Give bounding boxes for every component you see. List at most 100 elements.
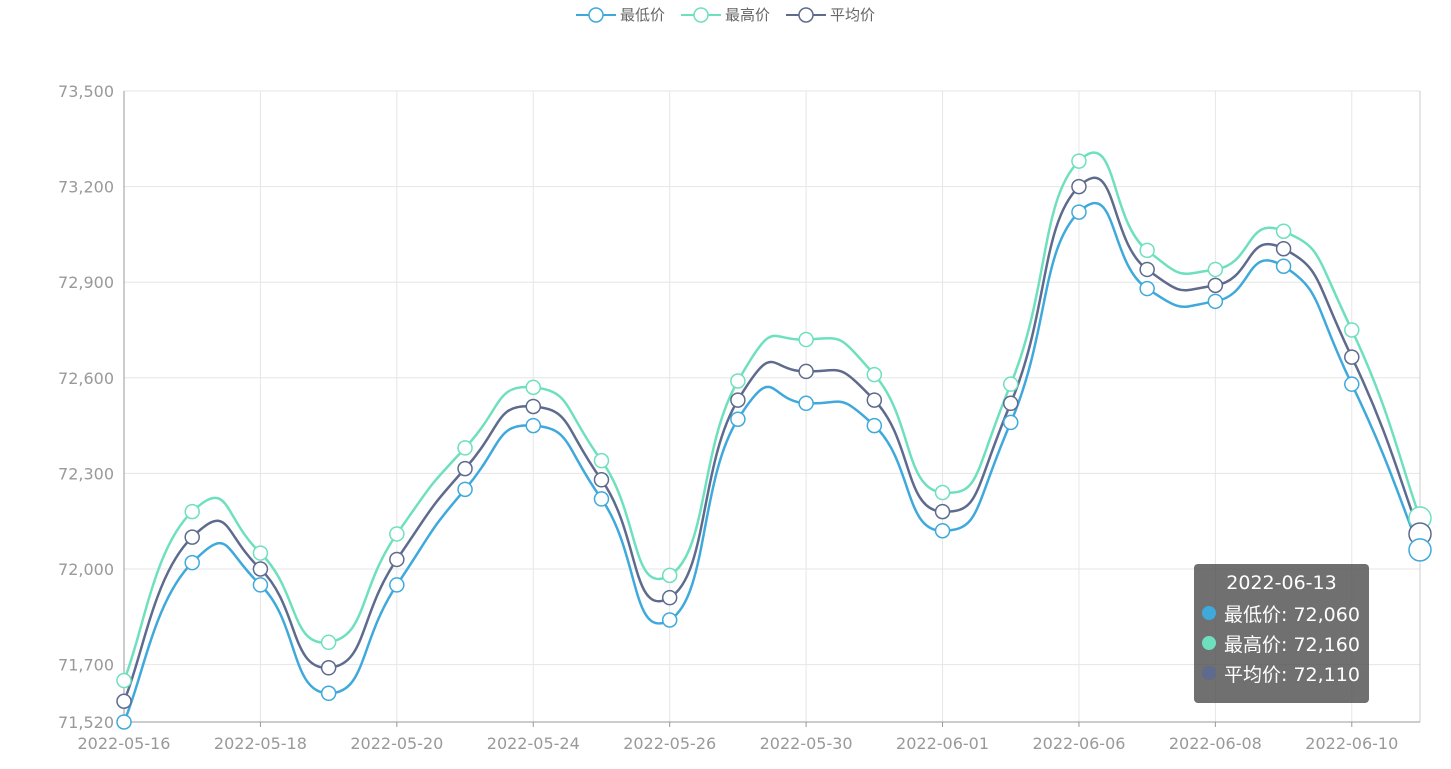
tooltip-avg-label: 平均价: 72,110 [1224, 663, 1360, 686]
data-point [866, 366, 883, 383]
x-tick-label: 2022-05-20 [350, 734, 443, 753]
data-point [866, 417, 883, 434]
data-point [798, 395, 814, 412]
legend-label-min: 最低价 [619, 6, 665, 24]
y-tick-label: 72,600 [58, 369, 114, 388]
data-point [1139, 242, 1155, 259]
data-point [116, 693, 132, 709]
data-point [457, 440, 473, 456]
x-tick-label: 2022-05-26 [623, 734, 716, 753]
x-tick-label: 2022-06-01 [896, 734, 989, 753]
data-point [184, 503, 200, 520]
x-tick-label: 2022-06-10 [1305, 734, 1398, 753]
tooltip-max-dot [1202, 636, 1216, 650]
data-point [798, 363, 814, 380]
tooltip-min-dot [1202, 606, 1216, 620]
data-point [866, 392, 883, 408]
data-point [934, 503, 951, 520]
legend-item-max[interactable]: 最高价 [680, 4, 770, 25]
data-point [730, 411, 746, 427]
data-point [593, 491, 610, 507]
data-point [1207, 293, 1224, 310]
data-point [1002, 395, 1019, 412]
legend: 最低价 最高价 平均价 [0, 4, 1451, 25]
data-point [184, 529, 200, 545]
x-tick-label: 2022-06-06 [1032, 734, 1125, 753]
data-point [1002, 414, 1019, 431]
x-tick-label: 2022-05-18 [214, 734, 307, 753]
tooltip-row-avg: 平均价: 72,110 [1202, 658, 1361, 688]
legend-avg-icon [786, 6, 826, 23]
y-tick-label: 73,200 [58, 178, 114, 197]
data-point [389, 577, 405, 593]
data-point [1408, 538, 1432, 562]
data-point [389, 551, 405, 568]
data-point [1344, 376, 1360, 392]
data-point [252, 577, 269, 593]
data-point [320, 634, 337, 651]
data-point [252, 545, 269, 561]
data-point [184, 554, 200, 571]
data-point [1275, 223, 1292, 239]
data-point [1344, 349, 1360, 365]
data-point [798, 331, 814, 348]
data-point [457, 460, 473, 477]
data-point [525, 417, 542, 434]
data-point [1275, 240, 1292, 257]
data-point [593, 452, 610, 469]
data-point [934, 484, 951, 501]
data-point [1344, 322, 1360, 338]
data-point [661, 589, 678, 606]
data-point [389, 526, 405, 542]
data-point [661, 612, 678, 628]
series-line-0 [122, 201, 1422, 723]
legend-item-min[interactable]: 最低价 [575, 4, 665, 25]
legend-label-avg: 平均价 [830, 6, 876, 24]
data-point [730, 392, 746, 408]
data-point [252, 561, 269, 577]
data-point [661, 567, 678, 584]
data-point [320, 685, 337, 702]
series-line-2 [122, 176, 1422, 702]
data-point [1002, 376, 1019, 392]
y-tick-label: 72,900 [58, 273, 114, 292]
tooltip-row-max: 最高价: 72,160 [1202, 628, 1361, 658]
tooltip-avg-dot [1202, 666, 1216, 680]
x-tick-label: 2022-05-24 [487, 734, 580, 753]
tooltip-max-label: 最高价: 72,160 [1224, 633, 1360, 656]
tooltip-min-label: 最低价: 72,060 [1224, 603, 1360, 626]
x-tick-label: 2022-05-16 [78, 734, 171, 753]
legend-min-icon [575, 6, 616, 23]
data-point [1071, 178, 1087, 195]
data-point [1139, 261, 1155, 278]
legend-item-avg[interactable]: 平均价 [786, 4, 875, 25]
data-point [457, 481, 473, 498]
data-point [593, 472, 610, 488]
data-point [1139, 280, 1155, 297]
y-tick-label: 71,700 [58, 656, 114, 675]
data-point [1275, 258, 1292, 275]
data-point [525, 398, 542, 415]
data-point [320, 660, 337, 676]
tooltip-date: 2022-06-13 [1226, 572, 1337, 594]
data-point [525, 379, 542, 396]
x-tick-label: 2022-05-30 [760, 734, 853, 753]
tooltip-row-min: 最低价: 72,060 [1202, 598, 1361, 628]
data-point [1207, 277, 1224, 294]
legend-max-icon [680, 6, 721, 23]
data-point [934, 523, 951, 539]
y-tick-label: 71,520 [58, 713, 114, 732]
data-point [116, 672, 132, 689]
y-tick-label: 73,500 [58, 82, 114, 101]
data-point [1207, 261, 1224, 278]
data-point [1071, 204, 1087, 220]
y-tick-label: 72,000 [58, 560, 114, 579]
data-point [730, 373, 746, 389]
data-point [1071, 153, 1087, 169]
tooltip: 2022-06-13 最低价: 72,060 最高价: 72,160 平均价: … [1194, 564, 1369, 703]
y-tick-label: 72,300 [58, 464, 114, 483]
x-tick-label: 2022-06-08 [1169, 734, 1262, 753]
legend-label-max: 最高价 [724, 6, 770, 24]
data-point [116, 714, 132, 730]
